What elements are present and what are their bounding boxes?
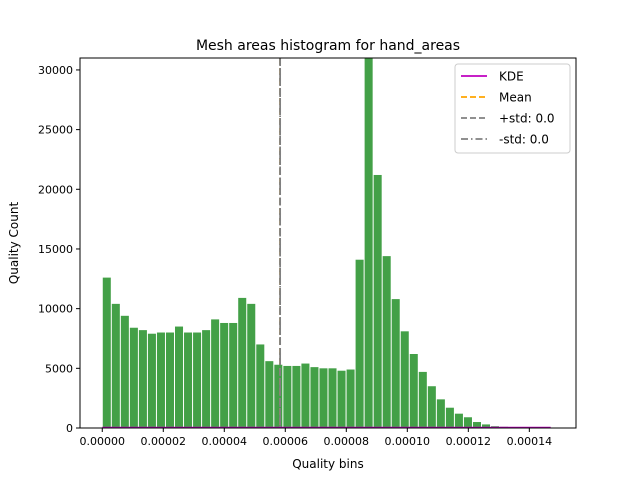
histogram-bar — [129, 327, 138, 428]
histogram-bar — [193, 332, 202, 428]
legend-box — [454, 63, 571, 154]
histogram-bar — [247, 303, 256, 428]
histogram-bar — [382, 256, 391, 428]
x-tick-label: 0.00010 — [385, 435, 431, 448]
legend-label: KDE — [499, 70, 524, 84]
histogram-bar — [400, 331, 409, 428]
histogram-bar — [229, 322, 238, 428]
histogram-bar — [256, 344, 265, 428]
histogram-bar — [111, 303, 120, 428]
x-tick-label: 0.00004 — [202, 435, 248, 448]
legend-label: Mean — [499, 91, 532, 105]
histogram-bar — [454, 413, 463, 428]
histogram-bar — [274, 364, 283, 428]
histogram-bar — [292, 365, 301, 428]
histogram-bar — [346, 369, 355, 428]
histogram-bar — [337, 370, 346, 428]
histogram-bar — [156, 332, 165, 428]
y-tick-label: 25000 — [38, 124, 73, 137]
x-tick-label: 0.00012 — [446, 435, 492, 448]
histogram-bar — [301, 363, 310, 428]
histogram-bar — [310, 367, 319, 428]
x-axis-ticks: 0.00000 0.00002 0.00004 0.00006 0.00008 0.000… — [80, 428, 553, 448]
histogram-bar — [418, 371, 427, 428]
y-tick-label: 0 — [66, 422, 73, 435]
histogram-bar — [202, 330, 211, 428]
x-tick-label: 0.00000 — [80, 435, 126, 448]
histogram-bar — [391, 299, 400, 428]
histogram-bar — [184, 332, 193, 428]
histogram-bar — [147, 333, 156, 428]
y-tick-label: 20000 — [38, 183, 73, 196]
histogram-bar — [364, 58, 373, 428]
histogram-bar — [265, 361, 274, 428]
x-tick-label: 0.00008 — [324, 435, 370, 448]
histogram-bar — [319, 368, 328, 428]
histogram-bar — [283, 365, 292, 428]
histogram-bar — [120, 315, 129, 428]
histogram-bar — [175, 326, 184, 428]
histogram-bar — [409, 354, 418, 428]
histogram-bar — [165, 332, 174, 428]
y-tick-label: 30000 — [38, 64, 73, 77]
x-axis-label: Quality bins — [292, 457, 364, 471]
plot-frame — [79, 57, 577, 429]
histogram-bars — [102, 58, 545, 428]
histogram-bar — [373, 174, 382, 428]
histogram-bar — [238, 297, 247, 428]
chart-title: Mesh areas histogram for hand_areas — [196, 38, 460, 54]
histogram-bar — [436, 399, 445, 428]
histogram-bar — [472, 422, 481, 428]
y-tick-label: 10000 — [38, 303, 73, 316]
histogram-bar — [211, 319, 220, 428]
histogram-bar — [427, 386, 436, 428]
histogram-bar — [482, 424, 491, 428]
histogram-bar — [355, 259, 364, 428]
histogram-bar — [102, 277, 111, 428]
x-tick-label: 0.00014 — [507, 435, 553, 448]
x-tick-label: 0.00002 — [141, 435, 187, 448]
histogram-bar — [328, 368, 337, 428]
histogram-bar — [138, 330, 147, 428]
histogram-bar — [220, 322, 229, 428]
legend-label: +std: 0.0 — [499, 112, 555, 126]
y-tick-label: 15000 — [38, 243, 73, 256]
legend: KDE Mean +std: 0.0 -std: 0.0 — [454, 63, 571, 154]
y-axis-ticks: 0 5000 10000 15000 20000 25000 30000 — [38, 64, 80, 435]
y-tick-label: 5000 — [45, 362, 73, 375]
histogram-bar — [445, 407, 454, 428]
y-axis-label: Quality Count — [7, 202, 21, 285]
x-tick-label: 0.00006 — [263, 435, 309, 448]
legend-label: -std: 0.0 — [499, 133, 549, 147]
histogram-bar — [463, 417, 472, 428]
